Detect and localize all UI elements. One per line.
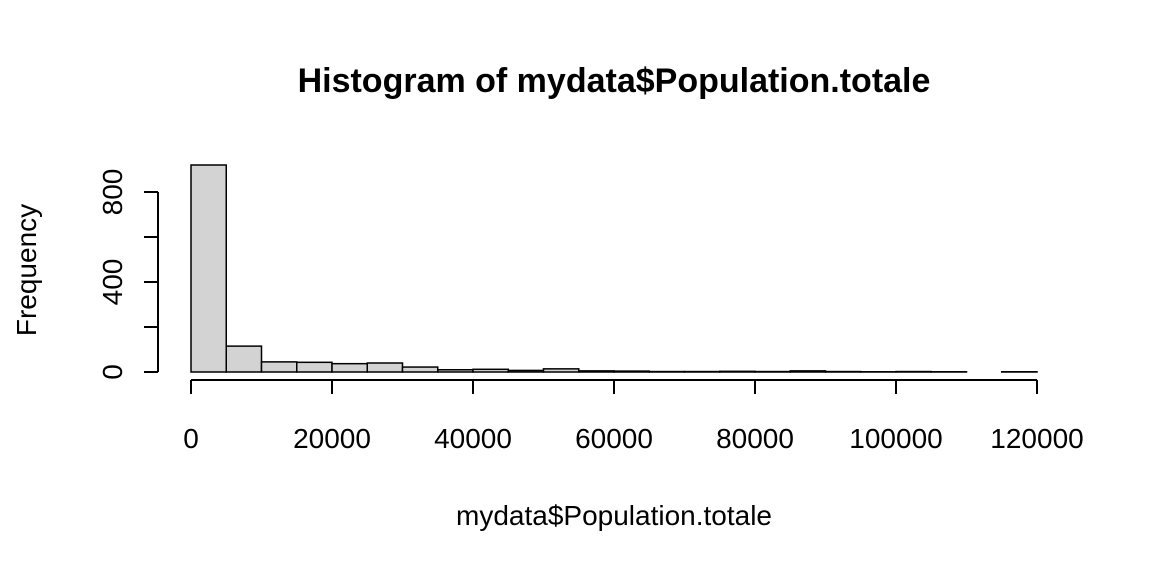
- histogram-bar: [296, 361, 333, 373]
- x-tick-label: 120000: [990, 423, 1083, 454]
- histogram-bar: [719, 370, 756, 373]
- histogram-bar: [437, 369, 474, 373]
- histogram-bar: [472, 368, 509, 373]
- histogram-bar: [366, 362, 404, 373]
- y-axis-label: Frequency: [11, 204, 42, 336]
- histogram-bar: [190, 164, 227, 373]
- histogram-bar: [789, 370, 827, 373]
- histogram-bar: [401, 366, 439, 373]
- y-tick-label: 400: [97, 259, 128, 306]
- histogram-bar: [578, 370, 615, 373]
- histogram-bar: [613, 370, 650, 373]
- histogram-bar: [260, 361, 298, 373]
- chart-title: Histogram of mydata$Population.totale: [298, 62, 931, 100]
- y-tick-label: 0: [97, 364, 128, 380]
- histogram-bar: [225, 345, 263, 373]
- y-tick-label: 800: [97, 169, 128, 216]
- x-tick-label: 20000: [293, 423, 371, 454]
- histogram-bar: [331, 362, 368, 373]
- x-tick-label: 0: [183, 423, 199, 454]
- x-tick-label: 60000: [575, 423, 653, 454]
- y-axis: 0 400 800: [97, 169, 159, 380]
- x-tick-label: 100000: [849, 423, 942, 454]
- x-tick-label: 40000: [434, 423, 512, 454]
- x-tick-label: 80000: [716, 423, 794, 454]
- x-axis-label: mydata$Population.totale: [456, 500, 772, 531]
- histogram-bar: [507, 369, 545, 373]
- x-axis: 0 20000 40000 60000 80000 100000 120000: [183, 379, 1084, 454]
- histogram-bars: [190, 164, 1038, 373]
- histogram-bar: [542, 368, 580, 373]
